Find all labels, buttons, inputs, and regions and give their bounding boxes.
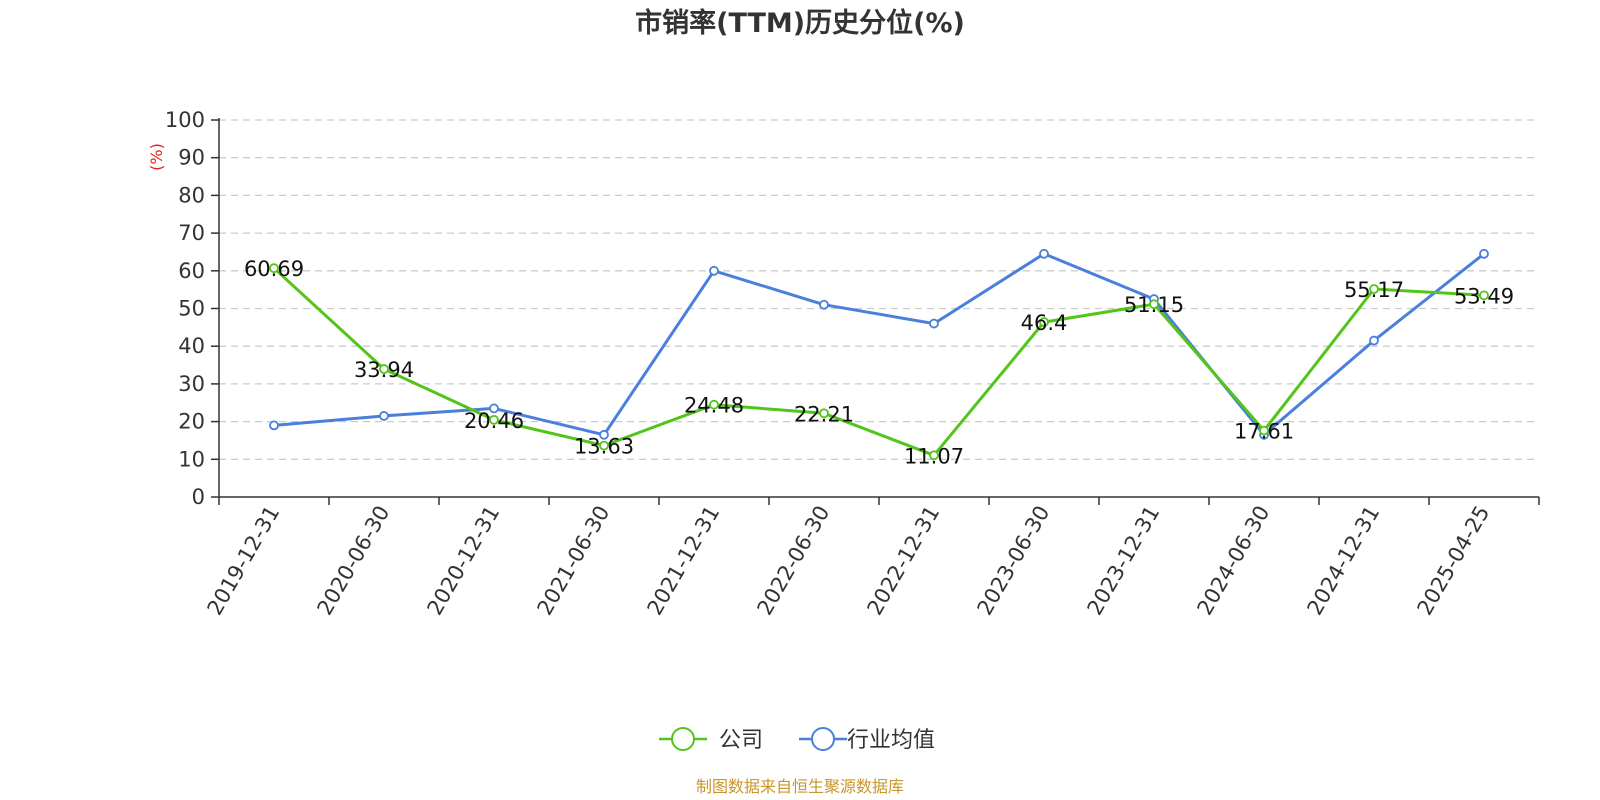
- data-label: 22.21: [794, 402, 854, 426]
- data-point: [709, 399, 719, 410]
- legend-label: 公司: [719, 728, 763, 753]
- data-point: [489, 403, 499, 414]
- x-tick-label: 2021-12-31: [643, 502, 725, 620]
- data-point: [1479, 290, 1489, 301]
- data-point: [929, 318, 939, 329]
- x-tick-label: 2023-12-31: [1083, 502, 1165, 620]
- data-point: [1039, 317, 1049, 327]
- legend[interactable]: 公司 行业均值: [659, 727, 935, 753]
- data-point: [1259, 425, 1269, 436]
- legend-label: 行业均值: [847, 728, 935, 753]
- y-tick-label: 60: [178, 259, 205, 283]
- y-tick-label: 90: [178, 146, 205, 170]
- data-point: [269, 263, 279, 274]
- data-label: 11.07: [904, 444, 964, 468]
- x-tick-label: 2025-04-25: [1413, 502, 1495, 620]
- data-point: [1149, 299, 1159, 310]
- series-line: [272, 267, 1485, 457]
- y-tick-label: 70: [178, 221, 205, 245]
- x-tick-label: 2022-12-31: [863, 502, 945, 620]
- legend-marker: [671, 727, 695, 751]
- data-labels: 60.69 33.94 20.46 13.63 24.48 22.21 11.07 46.4 5…: [244, 257, 1514, 468]
- series-line: [273, 252, 1485, 437]
- data-label: 55.17: [1344, 278, 1404, 302]
- source-note: 制图数据来自恒生聚源数据库: [696, 777, 904, 796]
- x-tick-label: 2019-12-31: [203, 502, 285, 620]
- data-label: 33.94: [354, 358, 414, 382]
- series-lines: [272, 252, 1485, 457]
- x-tick-label: 2020-12-31: [423, 502, 505, 620]
- y-tick-label: 40: [178, 334, 205, 358]
- axes: [211, 118, 1540, 505]
- x-tick-label: 2024-06-30: [1193, 502, 1275, 620]
- data-point: [819, 408, 829, 419]
- grid-lines: [219, 119, 1539, 460]
- y-tick-label: 50: [178, 297, 205, 321]
- data-point: [599, 429, 609, 440]
- data-point: [709, 265, 719, 276]
- x-tick-label: 2020-06-30: [313, 502, 395, 620]
- x-tick-label: 2024-12-31: [1303, 502, 1385, 620]
- x-tick-labels: 2019-12-31 2020-06-30 2020-12-31 2021-06-30…: [203, 502, 1495, 620]
- data-point: [1039, 248, 1049, 259]
- data-label: 51.15: [1124, 293, 1184, 317]
- x-tick-label: 2022-06-30: [753, 502, 835, 620]
- y-tick-label: 20: [178, 410, 205, 434]
- data-label: 20.46: [464, 409, 524, 433]
- data-point: [1369, 335, 1379, 346]
- data-label: 60.69: [244, 257, 304, 281]
- legend-marker: [811, 727, 835, 751]
- data-point: [489, 414, 499, 425]
- y-tick-labels: 0 10 20 30 40 50 60 70 80 90 100: [165, 108, 205, 509]
- x-tick-label: 2021-06-30: [533, 502, 615, 620]
- data-point: [1369, 284, 1379, 294]
- data-point: [379, 411, 389, 421]
- y-tick-label: 10: [178, 447, 205, 471]
- data-point: [1479, 248, 1489, 259]
- y-tick-label: 100: [165, 108, 205, 132]
- data-point: [929, 450, 939, 461]
- data-point: [379, 364, 389, 374]
- data-point: [599, 440, 609, 451]
- y-axis-label: (%): [147, 143, 166, 171]
- data-label: 46.4: [1021, 311, 1068, 335]
- y-tick-label: 80: [178, 183, 205, 207]
- x-tick-label: 2023-06-30: [973, 502, 1055, 620]
- data-label: 24.48: [684, 394, 744, 418]
- series-points: [269, 248, 1489, 461]
- data-label: 53.49: [1454, 284, 1514, 308]
- y-tick-label: 30: [178, 372, 205, 396]
- y-tick-label: 0: [192, 485, 205, 509]
- data-point: [269, 420, 279, 431]
- data-label: 17.61: [1234, 420, 1294, 444]
- data-label: 13.63: [574, 435, 634, 459]
- chart-title: 市销率(TTM)历史分位(%): [635, 7, 965, 39]
- data-point: [819, 299, 829, 310]
